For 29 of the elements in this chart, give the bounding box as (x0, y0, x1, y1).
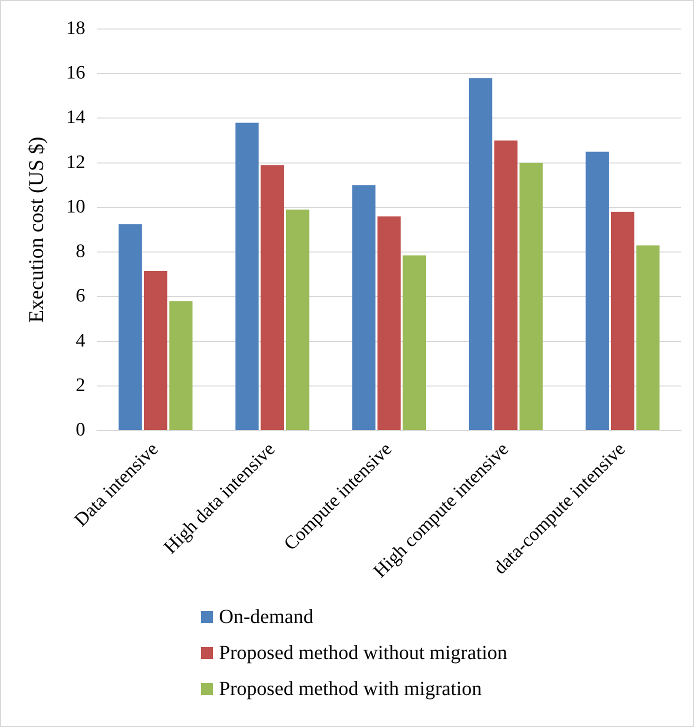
bar (235, 122, 259, 430)
legend-label: On-demand (219, 606, 314, 628)
y-tick-label: 2 (76, 374, 86, 396)
y-tick-label: 0 (76, 420, 86, 441)
bar (636, 245, 660, 430)
bar (286, 210, 310, 430)
y-tick-label: 6 (76, 286, 86, 307)
y-axis-title: Execution cost (US $) (24, 136, 48, 323)
y-tick-label: 8 (76, 241, 86, 262)
y-tick-label: 18 (66, 18, 86, 39)
y-tick-label: 4 (76, 330, 86, 352)
bar (586, 152, 609, 430)
bar (169, 301, 193, 430)
bar (144, 271, 168, 430)
legend-label: Proposed method without migration (219, 642, 508, 664)
bar (494, 140, 518, 430)
bar (352, 185, 376, 430)
y-tick-label: 16 (66, 62, 86, 84)
bar (468, 78, 492, 430)
y-tick-label: 12 (66, 152, 86, 173)
legend-label: Proposed method with migration (219, 678, 482, 700)
bar (520, 162, 543, 430)
y-tick-label: 14 (66, 107, 86, 128)
bar (610, 212, 634, 430)
y-tick-label: 10 (66, 196, 86, 218)
bar (260, 165, 284, 430)
bar (118, 224, 142, 430)
bar (377, 216, 401, 430)
bar (402, 255, 426, 430)
